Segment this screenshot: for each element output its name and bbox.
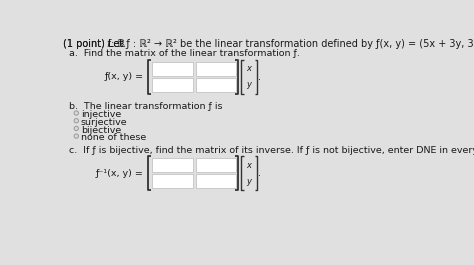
Text: x: x — [246, 161, 252, 170]
Text: none of these: none of these — [81, 134, 146, 143]
Text: (1 point) Let: (1 point) Let — [63, 39, 127, 49]
Bar — [152, 174, 192, 188]
Text: ƒ(x, y) =: ƒ(x, y) = — [105, 72, 144, 81]
Text: ƒ⁻¹(x, y) =: ƒ⁻¹(x, y) = — [96, 169, 144, 178]
Bar — [196, 62, 236, 76]
Circle shape — [74, 126, 79, 131]
Text: (1 point) Let ƒ : ℝ² → ℝ² be the linear transformation defined by ƒ(x, y) = (5x : (1 point) Let ƒ : ℝ² → ℝ² be the linear … — [63, 39, 474, 49]
Bar — [152, 158, 192, 172]
Bar — [152, 78, 192, 92]
Bar — [152, 62, 192, 76]
Circle shape — [74, 111, 79, 115]
Text: f: f — [107, 39, 110, 49]
Bar — [196, 78, 236, 92]
Text: b.  The linear transformation ƒ is: b. The linear transformation ƒ is — [69, 102, 222, 111]
Circle shape — [74, 118, 79, 123]
Text: injective: injective — [81, 110, 121, 119]
Text: y: y — [246, 80, 252, 89]
Text: y: y — [246, 176, 252, 186]
Circle shape — [74, 134, 79, 138]
Text: bijective: bijective — [81, 126, 121, 135]
Text: x: x — [246, 64, 252, 73]
Text: c.  If ƒ is bijective, find the matrix of its inverse. If ƒ is not bijective, en: c. If ƒ is bijective, find the matrix of… — [69, 146, 474, 155]
Text: a.  Find the matrix of the linear transformation ƒ.: a. Find the matrix of the linear transfo… — [69, 49, 300, 58]
Bar — [196, 158, 236, 172]
Text: .: . — [258, 168, 262, 178]
Text: surjective: surjective — [81, 118, 128, 127]
Text: .: . — [258, 72, 262, 82]
Bar — [196, 174, 236, 188]
Text: : ℝ: : ℝ — [111, 39, 125, 49]
